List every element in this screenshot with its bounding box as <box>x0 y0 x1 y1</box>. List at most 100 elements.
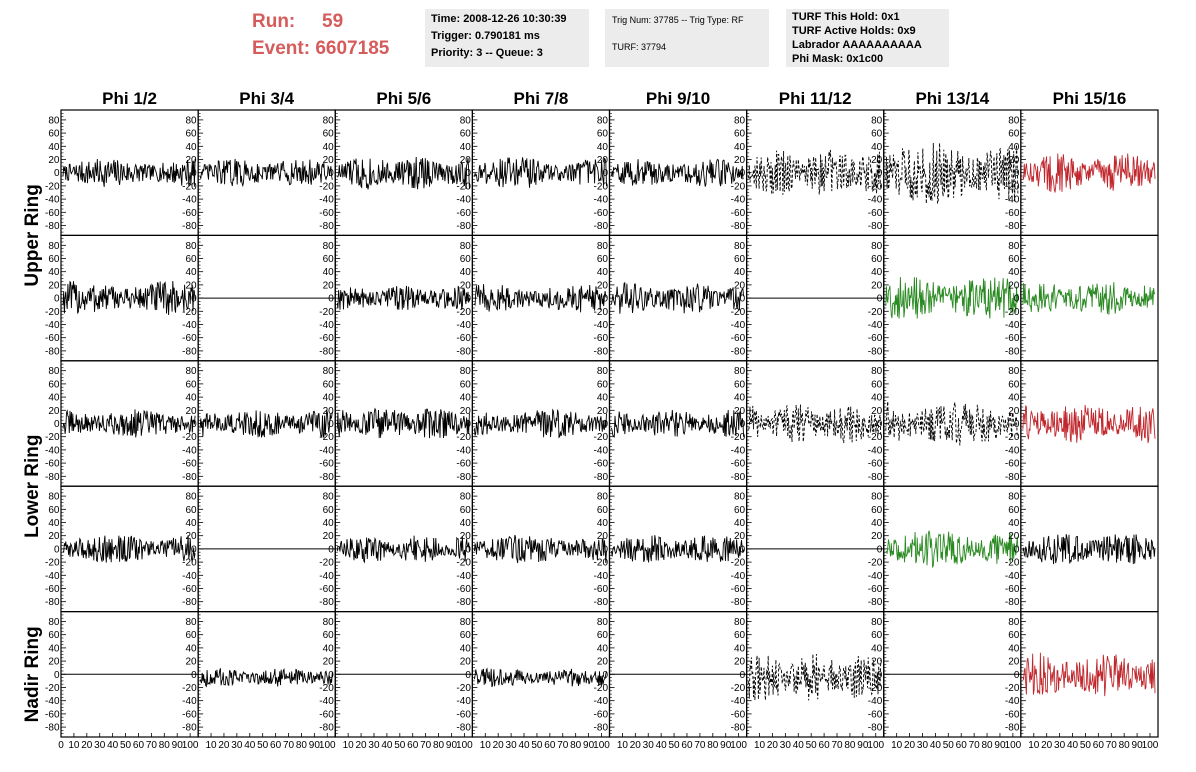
y-tick-label: 40 <box>323 643 335 654</box>
y-tick-label: 60 <box>871 630 883 641</box>
y-tick-label: 40 <box>323 267 335 278</box>
waveform-trace <box>885 142 1019 204</box>
y-tick-label: 80 <box>1008 366 1020 377</box>
y-tick-label: 0 <box>602 168 608 179</box>
y-tick-label: 80 <box>460 366 472 377</box>
panel-frame <box>1020 610 1159 738</box>
y-tick-label: -80 <box>1005 346 1020 357</box>
y-tick-label: 40 <box>460 267 472 278</box>
y-tick-label: 20 <box>48 155 60 166</box>
waveform-trace <box>62 280 196 316</box>
waveform-trace <box>473 157 607 188</box>
row-title: Nadir Ring <box>22 626 43 722</box>
y-tick-label: 40 <box>323 393 335 404</box>
y-tick-label: 20 <box>871 406 883 417</box>
column-title: Phi 7/8 <box>514 89 569 108</box>
y-tick-label: 0 <box>465 294 471 305</box>
y-tick-label: 80 <box>186 617 198 628</box>
y-tick-label: -20 <box>594 558 609 569</box>
y-tick-label: 60 <box>734 505 746 516</box>
phi-mask-text: Phi Mask: 0x1c00 <box>792 53 884 65</box>
y-tick-label: -80 <box>594 346 609 357</box>
x-tick-label: 60 <box>133 740 145 751</box>
y-tick-label: 40 <box>597 518 609 529</box>
x-tick-label: 10 <box>480 740 492 751</box>
x-tick-label: 100 <box>319 740 336 751</box>
y-tick-label: -80 <box>319 723 334 734</box>
x-tick-label: 30 <box>231 740 243 751</box>
y-tick-label: -60 <box>594 333 609 344</box>
y-tick-label: 40 <box>1008 518 1020 529</box>
y-tick-label: 80 <box>323 492 335 503</box>
y-tick-label: -40 <box>182 445 197 456</box>
y-tick-label: -20 <box>319 683 334 694</box>
x-tick-label: 20 <box>493 740 505 751</box>
x-tick-label: 80 <box>433 740 445 751</box>
trig-num-text: Trig Num: 37785 -- Trig Type: RF <box>612 15 744 25</box>
y-tick-label: 20 <box>460 155 472 166</box>
x-tick-label: 70 <box>1106 740 1118 751</box>
y-tick-label: -80 <box>45 221 60 232</box>
y-tick-label: 60 <box>48 129 60 140</box>
y-tick-label: -80 <box>868 723 883 734</box>
y-tick-label: -20 <box>868 683 883 694</box>
y-tick-label: -60 <box>594 459 609 470</box>
y-tick-label: 0 <box>328 544 334 555</box>
y-tick-label: -80 <box>182 597 197 608</box>
waveform-trace <box>336 407 470 439</box>
x-tick-label: 100 <box>182 740 199 751</box>
y-tick-label: 80 <box>734 115 746 126</box>
y-tick-label: 20 <box>186 406 198 417</box>
y-tick-label: 0 <box>1014 544 1020 555</box>
y-tick-label: 40 <box>186 518 198 529</box>
y-tick-label: 0 <box>328 419 334 430</box>
y-tick-label: 0 <box>191 294 197 305</box>
x-tick-label: 40 <box>107 740 119 751</box>
y-tick-label: -60 <box>1005 459 1020 470</box>
y-tick-label: -80 <box>594 597 609 608</box>
y-tick-label: -60 <box>1005 584 1020 595</box>
y-tick-label: -80 <box>868 597 883 608</box>
x-tick-label: 30 <box>368 740 380 751</box>
y-tick-label: -40 <box>182 195 197 206</box>
y-tick-label: 60 <box>323 630 335 641</box>
y-tick-label: -60 <box>45 459 60 470</box>
y-tick-label: -20 <box>594 683 609 694</box>
panel-frame <box>746 610 885 738</box>
x-tick-label: 50 <box>394 740 406 751</box>
y-tick-label: 80 <box>48 241 60 252</box>
time-text: Time: 2008-12-26 10:30:39 <box>431 13 567 25</box>
y-tick-label: -60 <box>868 208 883 219</box>
y-tick-label: 40 <box>48 643 60 654</box>
y-tick-label: 60 <box>597 379 609 390</box>
y-tick-label: 80 <box>597 241 609 252</box>
y-tick-label: 40 <box>323 518 335 529</box>
y-tick-label: 0 <box>877 294 883 305</box>
y-tick-label: 80 <box>48 492 60 503</box>
y-tick-label: 60 <box>871 379 883 390</box>
x-tick-label: 70 <box>969 740 981 751</box>
y-tick-label: 20 <box>871 155 883 166</box>
y-tick-label: 80 <box>734 241 746 252</box>
y-tick-label: 20 <box>597 280 609 291</box>
y-tick-label: -60 <box>319 333 334 344</box>
y-tick-label: 40 <box>734 142 746 153</box>
column-title: Phi 3/4 <box>239 89 294 108</box>
y-tick-label: -40 <box>456 320 471 331</box>
panel-frame <box>883 109 1022 237</box>
y-tick-label: 60 <box>323 505 335 516</box>
y-tick-label: 40 <box>1008 393 1020 404</box>
y-tick-label: -80 <box>45 346 60 357</box>
y-tick-label: 40 <box>460 518 472 529</box>
y-tick-label: -80 <box>319 597 334 608</box>
y-tick-label: -40 <box>319 696 334 707</box>
y-tick-label: 60 <box>597 505 609 516</box>
y-tick-label: -60 <box>319 584 334 595</box>
y-tick-label: 40 <box>597 267 609 278</box>
y-tick-label: 0 <box>740 294 746 305</box>
y-tick-label: -80 <box>45 472 60 483</box>
waveform-trace <box>474 284 607 313</box>
y-tick-label: 80 <box>48 115 60 126</box>
y-tick-label: -40 <box>868 696 883 707</box>
y-tick-label: -20 <box>319 307 334 318</box>
